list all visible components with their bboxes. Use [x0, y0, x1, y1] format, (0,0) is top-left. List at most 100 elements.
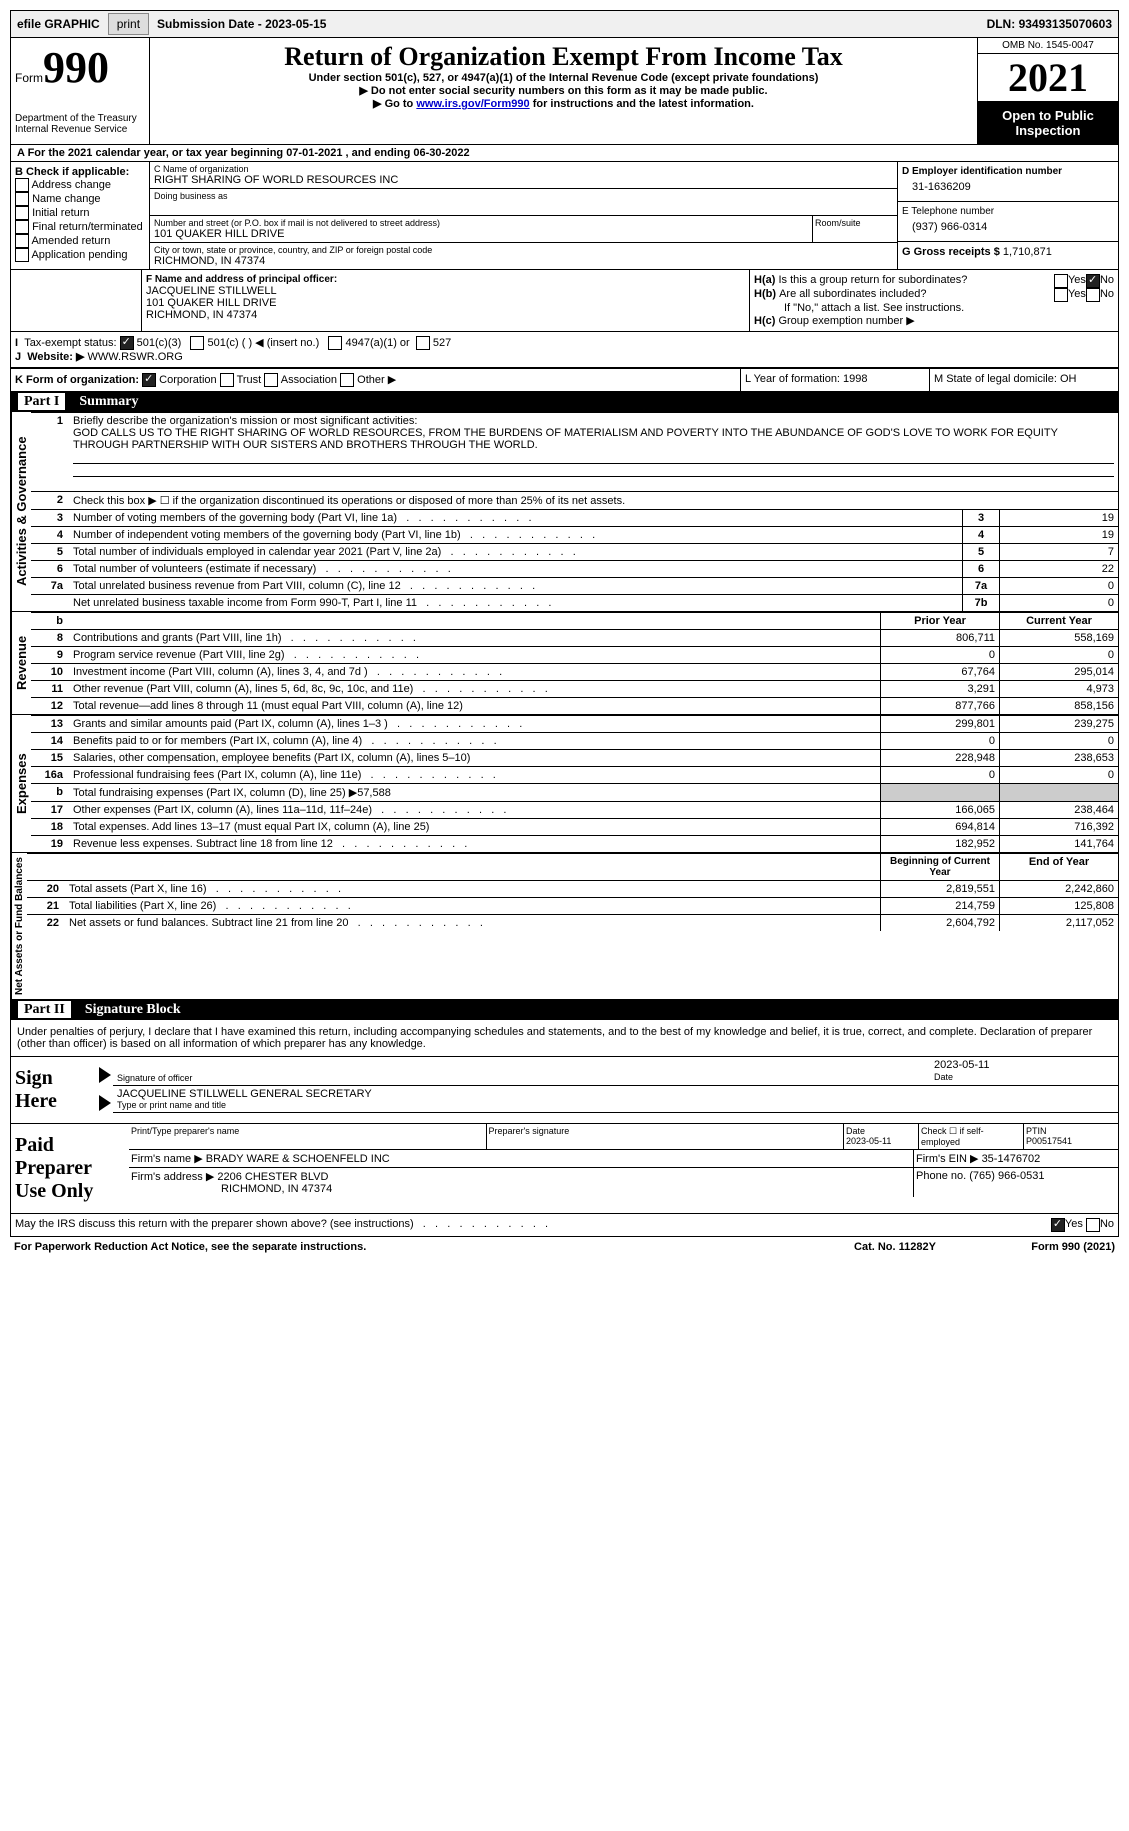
mission-text: GOD CALLS US TO THE RIGHT SHARING OF WOR… — [73, 427, 1058, 451]
i-527-lbl: 527 — [433, 337, 451, 349]
phone-value: (937) 966-0314 — [902, 217, 1114, 237]
topbar: efile GRAPHIC print Submission Date - 20… — [10, 10, 1119, 38]
subdate-lbl: Submission Date - — [157, 17, 265, 31]
part2-num: Part II — [18, 1001, 71, 1018]
b-opt-3-lbl: Final return/terminated — [32, 221, 143, 233]
org-city: RICHMOND, IN 47374 — [154, 255, 893, 267]
row-14: 14Benefits paid to or for members (Part … — [31, 733, 1118, 750]
summary-expenses: 13Grants and similar amounts paid (Part … — [31, 715, 1118, 852]
state-domicile: OH — [1060, 373, 1077, 385]
i-4947[interactable] — [328, 336, 342, 350]
i-501c-lbl: 501(c) ( ) ◀ (insert no.) — [208, 337, 320, 349]
i-501c[interactable] — [190, 336, 204, 350]
dba-label: Doing business as — [154, 191, 893, 201]
officer-addr: 101 QUAKER HILL DRIVE — [146, 297, 745, 309]
dept-irs: Internal Revenue Service — [15, 124, 145, 135]
row-21: 21Total liabilities (Part X, line 26)214… — [27, 898, 1118, 915]
e-label: E Telephone number — [902, 206, 1114, 217]
k-other-lbl: Other ▶ — [357, 374, 396, 386]
f-label: F Name and address of principal officer: — [146, 274, 745, 285]
hdr-end: End of Year — [1000, 854, 1119, 881]
cat-no: Cat. No. 11282Y — [815, 1241, 975, 1253]
c-label: C Name of organization — [154, 164, 893, 174]
ha-label: Is this a group return for subordinates? — [778, 274, 1054, 288]
summary-revenue: bPrior YearCurrent Year 8Contributions a… — [31, 612, 1118, 714]
b-opt-3[interactable]: Final return/terminated — [15, 220, 145, 234]
b-opt-1[interactable]: Name change — [15, 192, 145, 206]
row-6: 6Total number of volunteers (estimate if… — [31, 561, 1118, 578]
k-other[interactable] — [340, 373, 354, 387]
section-bcdefg: B Check if applicable: Address change Na… — [10, 162, 1119, 270]
room-label: Room/suite — [812, 216, 897, 242]
row-17: 17Other expenses (Part IX, column (A), l… — [31, 802, 1118, 819]
addr-label: Number and street (or P.O. box if mail i… — [154, 218, 808, 228]
subtitle-1: Under section 501(c), 527, or 4947(a)(1)… — [158, 72, 969, 84]
prep-sig-lbl: Preparer's signature — [487, 1124, 845, 1149]
discuss-label: May the IRS discuss this return with the… — [15, 1218, 1051, 1232]
side-netassets: Net Assets or Fund Balances — [11, 853, 27, 999]
hdr-curr: Current Year — [1000, 613, 1119, 630]
b-opt-4[interactable]: Amended return — [15, 234, 145, 248]
row-9: 9Program service revenue (Part VIII, lin… — [31, 647, 1118, 664]
b-opt-2[interactable]: Initial return — [15, 206, 145, 220]
b-opt-0-lbl: Address change — [31, 179, 111, 191]
efile-label: efile GRAPHIC — [11, 17, 106, 31]
section-ij: I Tax-exempt status: 501(c)(3) 501(c) ( … — [10, 332, 1119, 369]
k-trust-lbl: Trust — [237, 374, 262, 386]
row-8: 8Contributions and grants (Part VIII, li… — [31, 630, 1118, 647]
row-20: 20Total assets (Part X, line 16)2,819,55… — [27, 881, 1118, 898]
firm-phone-lbl: Phone no. — [916, 1170, 969, 1182]
hb-yes[interactable] — [1054, 288, 1068, 302]
prep-date: 2023-05-11 — [846, 1136, 891, 1146]
irs-link[interactable]: www.irs.gov/Form990 — [416, 98, 529, 110]
i-501c3[interactable] — [120, 336, 134, 350]
k-corp[interactable] — [142, 373, 156, 387]
gross-receipts: 1,710,871 — [1003, 246, 1052, 258]
sig-type-label: Type or print name and title — [117, 1100, 1114, 1110]
b-opt-0[interactable]: Address change — [15, 178, 145, 192]
pra-notice: For Paperwork Reduction Act Notice, see … — [14, 1241, 815, 1253]
row-4: 4Number of independent voting members of… — [31, 527, 1118, 544]
hb-no[interactable] — [1086, 288, 1100, 302]
q2-label: Check this box ▶ ☐ if the organization d… — [69, 492, 1118, 510]
line-a-taxyear: A For the 2021 calendar year, or tax yea… — [10, 145, 1119, 162]
subdate-val: 2023-05-15 — [265, 17, 326, 31]
discuss-no[interactable] — [1086, 1218, 1100, 1232]
k-assoc[interactable] — [264, 373, 278, 387]
side-activities: Activities & Governance — [11, 412, 31, 611]
i-527[interactable] — [416, 336, 430, 350]
row-16b: bTotal fundraising expenses (Part IX, co… — [31, 784, 1118, 802]
summary-netassets: Beginning of Current YearEnd of Year 20T… — [27, 853, 1118, 931]
part1-num: Part I — [18, 393, 65, 410]
part1-title: Summary — [73, 393, 144, 410]
side-revenue: Revenue — [11, 612, 31, 714]
prep-date-lbl: Date — [846, 1126, 865, 1136]
firm-phone: (765) 966-0531 — [969, 1170, 1044, 1182]
discuss-row: May the IRS discuss this return with the… — [10, 1214, 1119, 1237]
print-button[interactable]: print — [108, 13, 149, 35]
ha-no[interactable] — [1086, 274, 1100, 288]
dln-val: 93493135070603 — [1019, 17, 1112, 31]
dln-lbl: DLN: — [987, 17, 1019, 31]
i-4947-lbl: 4947(a)(1) or — [346, 337, 410, 349]
prep-name-lbl: Print/Type preparer's name — [129, 1124, 487, 1149]
org-name: RIGHT SHARING OF WORLD RESOURCES INC — [154, 174, 893, 186]
discuss-yes[interactable] — [1051, 1218, 1065, 1232]
hdr-begin: Beginning of Current Year — [881, 854, 1000, 881]
side-expenses: Expenses — [11, 715, 31, 852]
row-7a: 7aTotal unrelated business revenue from … — [31, 578, 1118, 595]
firm-name: BRADY WARE & SCHOENFELD INC — [206, 1153, 390, 1165]
section-fh: F Name and address of principal officer:… — [10, 270, 1119, 332]
row-18: 18Total expenses. Add lines 13–17 (must … — [31, 819, 1118, 836]
firm-ein: 35-1476702 — [982, 1153, 1041, 1165]
b-opt-5[interactable]: Application pending — [15, 248, 145, 262]
k-trust[interactable] — [220, 373, 234, 387]
part2-title: Signature Block — [79, 1001, 187, 1018]
form-number: 990 — [43, 43, 109, 92]
hdr-prior: Prior Year — [881, 613, 1000, 630]
ha-yes[interactable] — [1054, 274, 1068, 288]
city-label: City or town, state or province, country… — [154, 245, 893, 255]
officer-name: JACQUELINE STILLWELL — [146, 285, 745, 297]
paid-preparer-label: Paid Preparer Use Only — [11, 1124, 129, 1213]
ptin-val: P00517541 — [1026, 1136, 1072, 1146]
